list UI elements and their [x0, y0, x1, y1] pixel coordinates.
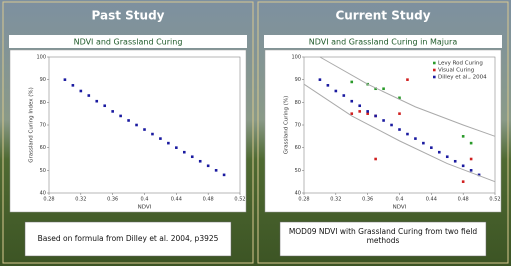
- legend-label: Visual Curing: [438, 68, 474, 74]
- x-tick-label: 0.36: [362, 197, 373, 203]
- x-tick-label: 0.28: [298, 197, 309, 203]
- panel-title: Past Study: [92, 9, 165, 23]
- x-axis-label: NDVI: [393, 205, 407, 211]
- panel-title: Current Study: [335, 9, 430, 23]
- data-point: [462, 135, 465, 138]
- data-point: [358, 110, 361, 113]
- chart-subtitle: NDVI and Grassland Curing in Majura: [309, 38, 458, 47]
- data-point: [422, 142, 425, 145]
- data-point: [207, 165, 210, 168]
- x-tick-label: 0.36: [107, 197, 118, 203]
- y-tick-label: 90: [40, 77, 46, 83]
- data-point: [414, 137, 417, 140]
- y-axis-label: Grassland Curing Index (%): [29, 87, 35, 163]
- data-point: [95, 100, 98, 103]
- legend-marker: [433, 69, 436, 72]
- data-point: [223, 174, 226, 177]
- y-tick-label: 50: [295, 168, 301, 174]
- y-tick-label: 80: [40, 100, 46, 106]
- data-point: [319, 78, 322, 81]
- data-point: [366, 112, 369, 115]
- data-point: [454, 160, 457, 163]
- data-point: [103, 104, 106, 107]
- data-point: [382, 119, 385, 122]
- data-point: [167, 142, 170, 145]
- data-point: [462, 165, 465, 168]
- x-tick-label: 0.52: [489, 197, 500, 203]
- y-tick-label: 80: [295, 100, 301, 106]
- data-point: [64, 78, 67, 81]
- data-point: [143, 128, 146, 131]
- data-point: [374, 115, 377, 118]
- x-tick-label: 0.52: [234, 197, 245, 203]
- data-point: [358, 104, 361, 107]
- data-point: [119, 115, 122, 118]
- data-point: [446, 155, 449, 158]
- x-tick-label: 0.4: [141, 197, 149, 203]
- slide: Past Study NDVI and Grassland Curing Based…: [0, 0, 511, 266]
- legend-marker: [433, 62, 436, 65]
- data-point: [398, 128, 401, 131]
- data-point: [462, 180, 465, 183]
- x-tick-label: 0.44: [171, 197, 182, 203]
- data-point: [350, 112, 353, 115]
- data-point: [470, 169, 473, 172]
- caption: Based on formula from Dilley et al. 2004…: [38, 234, 219, 243]
- legend-label: Dilley et al., 2004: [438, 75, 487, 81]
- data-point: [470, 142, 473, 145]
- data-point: [135, 124, 138, 127]
- data-point: [350, 100, 353, 103]
- data-point: [390, 124, 393, 127]
- y-tick-label: 100: [36, 55, 46, 61]
- data-point: [215, 169, 218, 172]
- x-tick-label: 0.48: [458, 197, 469, 203]
- data-point: [470, 158, 473, 161]
- chart-subtitle: NDVI and Grassland Curing: [74, 38, 183, 47]
- data-point: [72, 84, 75, 87]
- data-point: [398, 112, 401, 115]
- x-tick-label: 0.4: [396, 197, 404, 203]
- data-point: [127, 119, 130, 122]
- data-point: [430, 146, 433, 149]
- data-point: [366, 110, 369, 113]
- y-tick-label: 90: [295, 77, 301, 83]
- y-tick-label: 60: [40, 145, 46, 151]
- y-tick-label: 70: [295, 123, 301, 129]
- legend-marker: [433, 76, 436, 79]
- y-tick-label: 70: [40, 123, 46, 129]
- data-point: [350, 81, 353, 84]
- data-point: [374, 158, 377, 161]
- y-axis-label: Grassland Curing (%): [284, 96, 290, 155]
- x-tick-label: 0.32: [330, 197, 341, 203]
- legend-label: Levy Rod Curing: [438, 61, 483, 67]
- x-tick-label: 0.32: [75, 197, 86, 203]
- data-point: [406, 133, 409, 136]
- x-axis-label: NDVI: [138, 205, 152, 211]
- x-tick-label: 0.44: [426, 197, 437, 203]
- data-point: [175, 146, 178, 149]
- data-point: [342, 94, 345, 97]
- data-point: [191, 155, 194, 158]
- data-point: [159, 137, 162, 140]
- data-point: [438, 151, 441, 154]
- data-point: [335, 90, 338, 93]
- data-point: [199, 160, 202, 163]
- data-point: [80, 90, 83, 93]
- data-point: [327, 84, 330, 87]
- data-point: [111, 110, 114, 113]
- data-point: [87, 94, 90, 97]
- y-tick-label: 100: [291, 55, 301, 61]
- data-point: [382, 87, 385, 90]
- data-point: [151, 133, 154, 136]
- y-tick-label: 60: [295, 145, 301, 151]
- x-tick-label: 0.28: [43, 197, 54, 203]
- plot-area: [49, 57, 240, 193]
- y-tick-label: 50: [40, 168, 46, 174]
- data-point: [406, 78, 409, 81]
- x-tick-label: 0.48: [203, 197, 214, 203]
- data-point: [183, 151, 186, 154]
